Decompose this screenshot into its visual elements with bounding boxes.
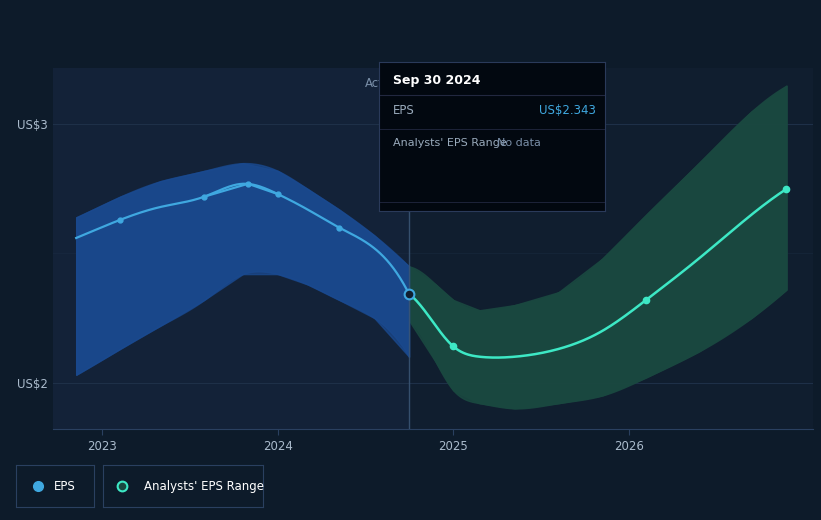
Bar (409, 68, 813, 429)
Text: Analysts Forecasts: Analysts Forecasts (416, 76, 526, 89)
Text: No data: No data (497, 138, 540, 148)
Text: EPS: EPS (393, 104, 415, 117)
Text: Analysts' EPS Range: Analysts' EPS Range (393, 138, 507, 148)
Text: US$2.343: US$2.343 (539, 104, 596, 117)
Text: EPS: EPS (54, 479, 76, 493)
Text: Actual: Actual (365, 76, 402, 89)
Text: Sep 30 2024: Sep 30 2024 (393, 74, 480, 87)
Bar (53, 68, 409, 429)
Text: Analysts' EPS Range: Analysts' EPS Range (144, 479, 264, 493)
